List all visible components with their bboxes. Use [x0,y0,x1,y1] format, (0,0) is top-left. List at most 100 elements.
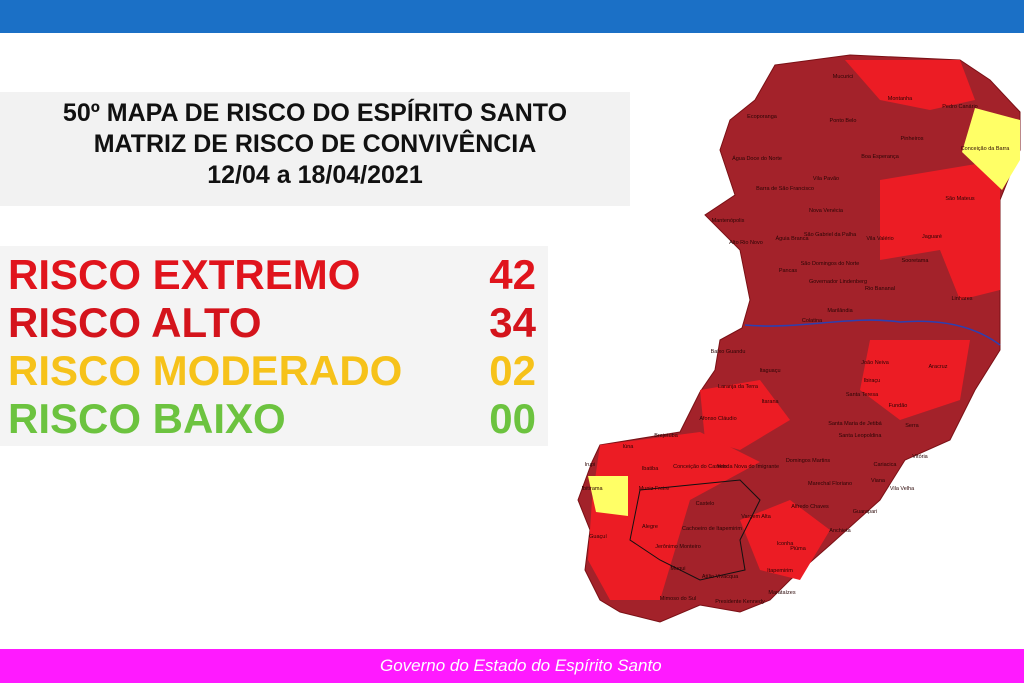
municipality-label: Piúma [790,546,807,552]
municipality-label: Serra [905,423,919,429]
municipality-label: Cachoeiro de Itapemirim [682,526,742,532]
title-line: 12/04 a 18/04/2021 [207,161,423,189]
municipality-label: Atílio Vivácqua [702,574,739,580]
title-box: 50º MAPA DE RISCO DO ESPÍRITO SANTO MATR… [0,92,630,206]
risk-label: RISCO ALTO [8,299,262,346]
municipality-label: Conceição do Castelo [673,464,727,470]
municipality-label: São Mateus [945,196,975,202]
municipality-label: Presidente Kennedy [715,599,765,605]
municipality-label: Iconha [777,541,794,547]
municipality-label: Iúna [623,444,635,450]
map: Mucurici Montanha Pedro Canário Conceição d… [577,54,1021,623]
municipality-label: Fundão [889,403,908,409]
title-line: 50º MAPA DE RISCO DO ESPÍRITO SANTO [62,99,568,127]
municipality-label: Barra de São Francisco [756,186,814,192]
municipality-label: Vitória [912,454,928,460]
risk-label: RISCO MODERADO [8,347,403,394]
municipality-label: Vila Pavão [813,176,839,182]
municipality-label: Afonso Cláudio [699,416,736,422]
high-risk-area [880,160,1000,300]
municipality-label: Muqui [671,566,686,572]
municipality-label: Pancas [779,268,798,274]
municipality-label: Colatina [802,318,823,324]
municipality-label: Marilândia [827,308,853,314]
high-risk-area [588,432,760,600]
municipality-label: Mantenópolis [712,218,745,224]
municipality-label: Vila Valério [866,236,893,242]
municipality-label: Cariacica [874,462,898,468]
region-border [629,479,761,581]
municipality-label: Santa Teresa [846,392,879,398]
municipality-label: Alto Rio Novo [729,240,763,246]
municipality-label: São Gabriel da Palha [804,232,857,238]
municipality-label: Conceição da Barra [961,146,1011,152]
municipality-label: Marechal Floriano [808,481,852,487]
title-line: MATRIZ DE RISCO DE CONVIVÊNCIA [93,130,537,158]
municipality-label: Boa Esperança [861,154,900,160]
municipality-label: Muniz Freire [639,486,670,492]
municipality-label: Vargem Alta [741,514,771,520]
footer: Governo do Estado do Espírito Santo [0,649,1024,683]
risk-row: RISCO ALTO 34 [8,298,536,348]
risk-count: 00 [489,395,536,442]
municipality-label: Aracruz [929,364,948,370]
municipality-label: Linhares [951,296,972,302]
high-risk-area [700,380,790,450]
municipality-label: Brejetuba [654,433,678,439]
footer-text: Governo do Estado do Espírito Santo [380,656,662,675]
municipality-label: Venda Nova do Imigrante [717,464,779,470]
moderate-risk-area [962,108,1020,190]
municipality-label: Ibiraçu [864,378,881,384]
municipality-label: Baixo Guandu [711,349,746,355]
municipality-label: Governador Lindenberg [809,279,867,285]
municipality-label: Água Doce do Norte [732,155,782,162]
high-risk-area [845,60,975,110]
municipality-label: Alfredo Chaves [791,504,829,510]
municipality-label: Mimoso do Sul [660,596,696,602]
municipality-label: Montanha [888,96,913,102]
municipality-label: João Neiva [861,360,889,366]
municipality-label: Laranja da Terra [718,384,759,390]
risk-row: RISCO BAIXO 00 [8,394,536,444]
municipality-label: Itapemirim [767,568,793,574]
risk-label: RISCO EXTREMO [8,251,361,298]
high-risk-area [740,500,830,580]
risk-count: 42 [489,251,536,298]
top-bar [0,0,1024,33]
municipality-label: Santa Maria de Jetibá [828,421,882,427]
municipality-label: Águia Branca [775,235,809,242]
high-risk-area [860,340,970,420]
municipality-label: Ponto Belo [830,118,857,124]
municipality-label: Santa Leopoldina [839,433,883,439]
risk-row: RISCO EXTREMO 42 [8,250,536,300]
municipality-label: São Domingos do Norte [801,261,860,267]
municipality-label: Pinheiros [901,136,924,142]
municipality-label: Sooretama [902,258,930,264]
risk-row: RISCO MODERADO 02 [8,346,536,396]
municipality-label: Alegre [642,524,658,530]
municipality-label: Vila Velha [890,486,915,492]
municipality-label: Itaguaçu [759,368,780,374]
municipality-label: Ibatiba [642,466,659,472]
municipality-label: Castelo [696,501,715,507]
risk-count: 34 [489,299,536,346]
municipality-label: Irupi [585,462,596,468]
municipality-label: Ibitirama [581,486,603,492]
municipality-label: Ecoporanga [747,114,778,120]
municipality-label: Pedro Canário [942,104,977,110]
municipality-label: Viana [871,478,886,484]
municipality-label: Jaguaré [922,234,942,240]
municipality-label: Guaçuí [589,534,607,540]
river [744,319,1001,346]
municipality-label: Anchieta [829,528,851,534]
municipality-label: Itarana [761,399,779,405]
risk-label: RISCO BAIXO [8,395,286,442]
municipality-label: Mucurici [833,74,853,80]
municipality-label: Rio Bananal [865,286,895,292]
municipality-label: Guarapari [853,509,877,515]
risk-table: RISCO EXTREMO 42 RISCO ALTO 34 RISCO MODERAD… [0,246,548,446]
municipality-label: Nova Venécia [809,208,844,214]
municipality-label: Marataízes [768,590,795,596]
municipality-label: Domingos Martins [786,458,831,464]
